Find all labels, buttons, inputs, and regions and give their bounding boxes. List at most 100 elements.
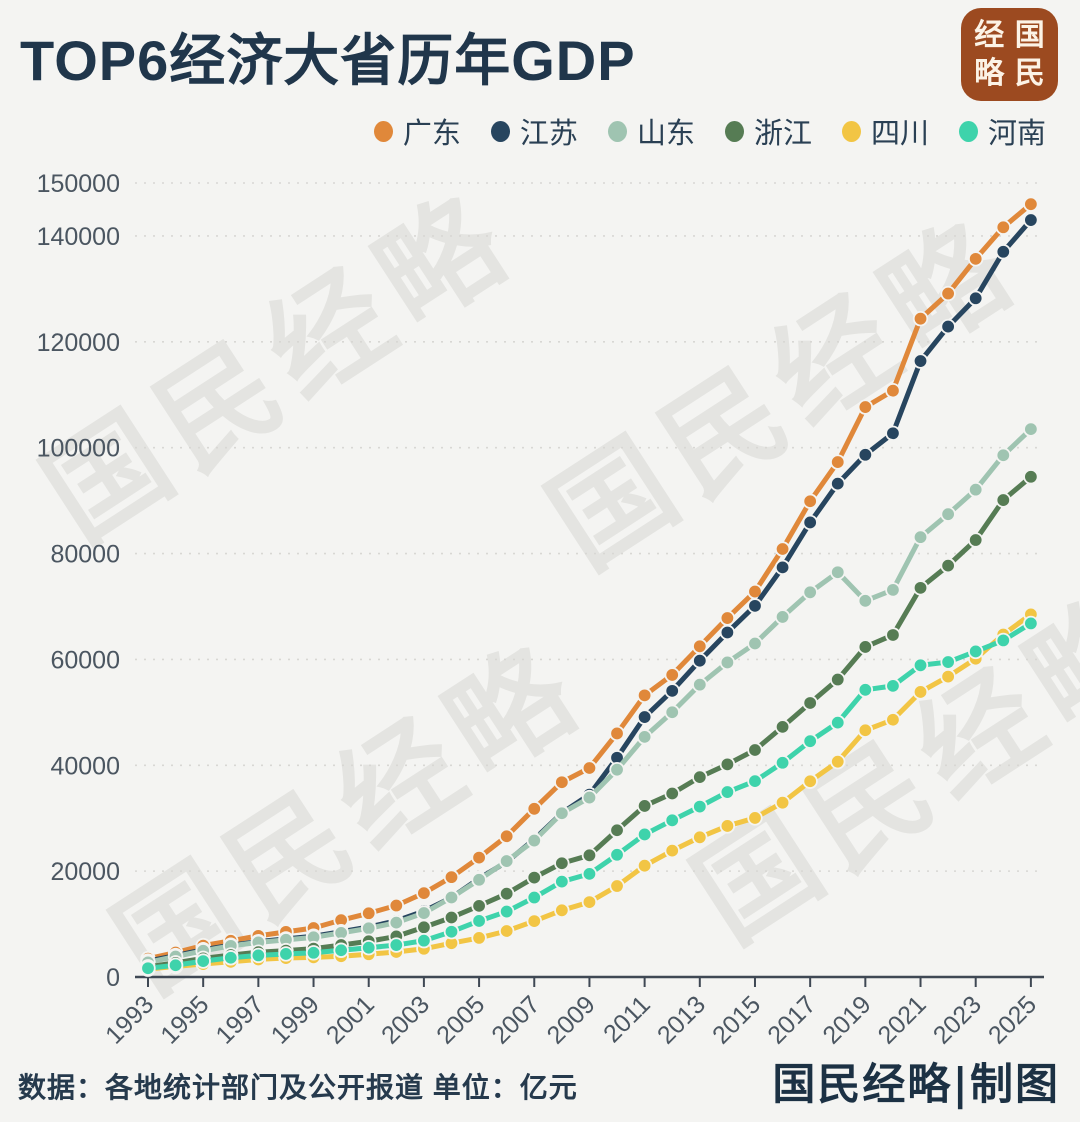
x-axis-tick-label: 2003 [376,990,435,1049]
x-axis-tick-label: 2001 [321,990,380,1049]
y-axis-tick-label: 100000 [37,435,120,463]
data-point [636,826,653,843]
data-point [774,755,791,771]
data-point [609,761,625,778]
data-point [995,447,1011,463]
x-axis-tick-label: 1995 [155,990,214,1049]
data-point [526,832,542,849]
data-point [664,842,680,859]
y-axis-tick-label: 20000 [50,858,120,886]
legend-dot [841,120,861,142]
data-point [1023,469,1039,485]
legend-dot [607,120,627,142]
data-point [802,493,818,509]
data-point [830,714,846,731]
data-point [719,610,736,626]
data-point [774,719,791,735]
data-point [388,914,405,931]
data-point [885,627,901,643]
data-point [664,667,680,683]
data-point [802,514,818,531]
data-point [388,897,405,914]
data-point [636,798,653,814]
data-point [195,953,211,969]
data-point [361,940,377,956]
data-point [526,913,542,929]
data-point [830,564,846,580]
data-point [471,872,487,888]
x-axis-tick-label: 1997 [210,990,269,1049]
data-point [443,889,460,906]
data-point [747,598,763,614]
brand-logo: 经 国 略 民 [961,8,1058,101]
x-axis-tick-label: 2007 [486,990,545,1049]
data-point [692,798,708,815]
page-title: TOP6经济大省历年GDP [20,29,636,92]
data-point [471,849,487,866]
data-point [1023,196,1039,212]
data-point [968,532,984,548]
y-axis-tick-label: 150000 [37,170,120,198]
chart-legend: 广东 江苏 山东 浙江 四川 河南 [373,110,1046,152]
y-axis-tick-label: 120000 [37,329,120,357]
data-point [581,760,598,776]
data-point [747,742,763,758]
x-axis-tick-label: 2015 [707,990,766,1049]
data-point [830,671,846,688]
data-point [471,930,487,946]
legend-label: 四川 [870,118,929,150]
legend-dot [373,120,393,142]
y-axis-tick-label: 60000 [50,646,120,674]
data-point [416,905,432,921]
data-point [1023,212,1039,228]
data-point [912,310,929,327]
data-point [471,913,487,929]
y-axis-tick-label: 80000 [50,541,120,569]
data-point [857,593,874,609]
data-point [278,946,294,962]
x-axis-tick-label: 2005 [431,990,490,1049]
data-point [664,812,680,829]
data-point [692,653,708,669]
x-axis-tick-label: 2017 [762,990,821,1049]
data-point [333,942,349,958]
data-point [361,920,377,937]
data-point [830,454,846,470]
x-axis-tick-label: 2013 [652,990,711,1049]
data-point [885,383,901,399]
x-axis-tick-label: 1993 [100,990,159,1049]
data-point [636,857,653,874]
legend-dot [724,120,744,142]
data-point [912,684,929,700]
legend-item-江苏: 江苏 [490,110,578,152]
x-axis-tick-label: 2021 [873,990,932,1049]
data-point [912,353,929,369]
data-point [719,818,736,834]
data-point [774,794,791,811]
data-point [526,889,542,906]
data-point [498,853,515,869]
data-point [719,784,736,800]
data-point [719,624,736,641]
legend-label: 江苏 [519,118,578,150]
x-axis-tick-label: 2023 [928,990,987,1049]
data-point [802,584,818,600]
data-point [774,609,791,625]
data-point [416,919,432,935]
data-point [747,635,763,652]
data-point [747,773,763,789]
logo-char: 民 [1014,55,1045,91]
legend-label: 浙江 [753,118,812,150]
data-point [830,475,846,492]
x-axis-tick-label: 2009 [542,990,601,1049]
data-point [719,756,736,773]
legend-item-山东: 山东 [607,110,695,152]
data-point [692,769,708,785]
legend-dot [958,120,978,142]
data-point [885,712,901,728]
y-axis-tick-label: 140000 [37,223,120,251]
data-point [857,722,874,738]
legend-item-四川: 四川 [841,110,929,152]
data-point [554,805,570,821]
